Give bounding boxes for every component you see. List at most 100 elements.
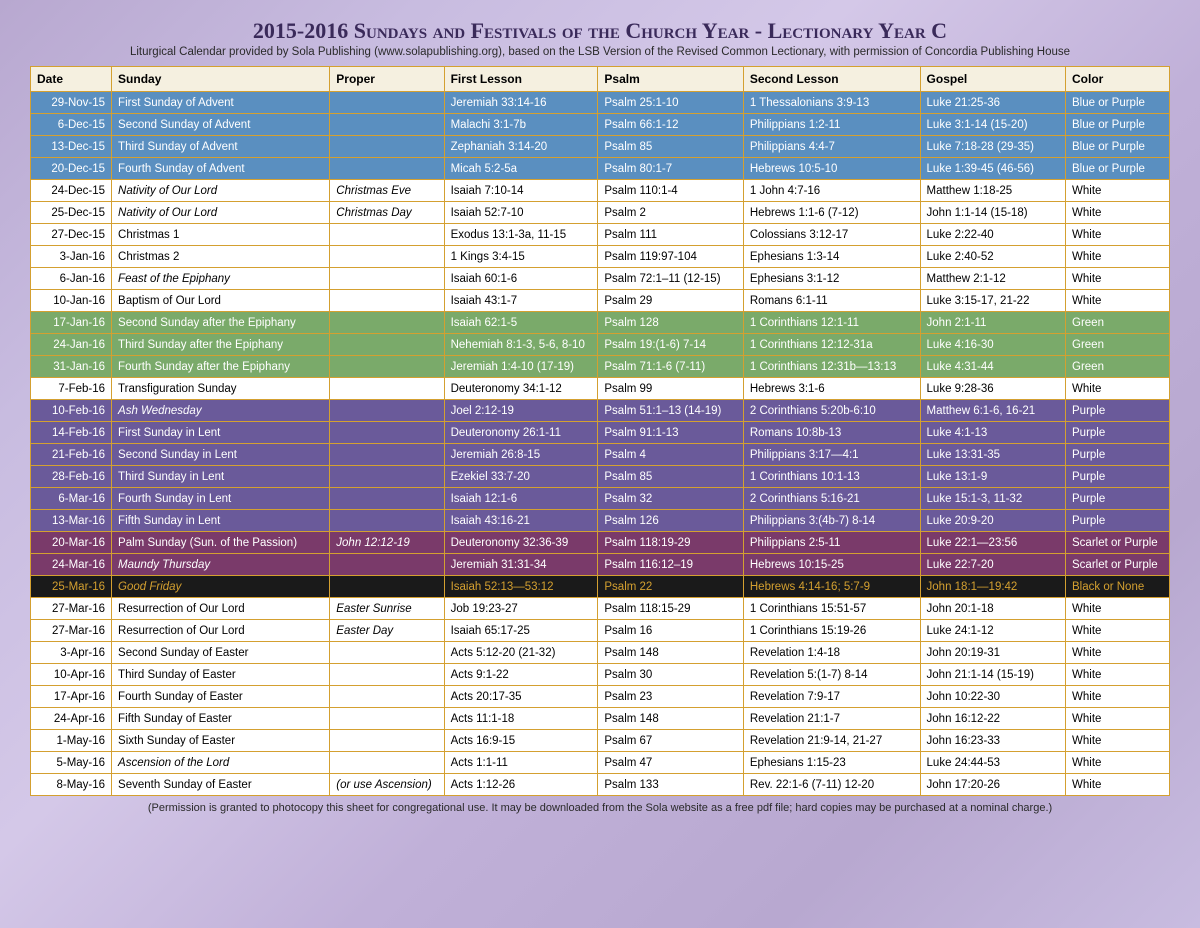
- cell-proper: [330, 466, 444, 488]
- table-row: 17-Jan-16Second Sunday after the Epiphan…: [31, 312, 1170, 334]
- cell-proper: [330, 356, 444, 378]
- cell-proper: John 12:12-19: [330, 532, 444, 554]
- table-row: 7-Feb-16Transfiguration SundayDeuteronom…: [31, 378, 1170, 400]
- cell-date: 24-Apr-16: [31, 708, 112, 730]
- cell-psalm: Psalm 148: [598, 708, 743, 730]
- cell-psalm: Psalm 110:1-4: [598, 180, 743, 202]
- cell-gospel: John 20:19-31: [920, 642, 1065, 664]
- cell-date: 5-May-16: [31, 752, 112, 774]
- cell-color: Green: [1066, 356, 1170, 378]
- cell-second-lesson: Hebrews 4:14-16; 5:7-9: [743, 576, 920, 598]
- cell-second-lesson: Hebrews 10:15-25: [743, 554, 920, 576]
- page-title: 2015-2016 Sundays and Festivals of the C…: [30, 18, 1170, 44]
- cell-gospel: Luke 3:15-17, 21-22: [920, 290, 1065, 312]
- cell-color: Green: [1066, 312, 1170, 334]
- table-row: 24-Dec-15Nativity of Our LordChristmas E…: [31, 180, 1170, 202]
- cell-psalm: Psalm 99: [598, 378, 743, 400]
- cell-date: 13-Mar-16: [31, 510, 112, 532]
- cell-color: Black or None: [1066, 576, 1170, 598]
- cell-proper: [330, 686, 444, 708]
- cell-proper: Easter Sunrise: [330, 598, 444, 620]
- cell-first-lesson: Isaiah 12:1-6: [444, 488, 598, 510]
- cell-second-lesson: Colossians 3:12-17: [743, 224, 920, 246]
- cell-sunday: Ash Wednesday: [112, 400, 330, 422]
- cell-psalm: Psalm 19:(1-6) 7-14: [598, 334, 743, 356]
- cell-proper: Christmas Day: [330, 202, 444, 224]
- cell-date: 27-Mar-16: [31, 598, 112, 620]
- cell-sunday: Ascension of the Lord: [112, 752, 330, 774]
- table-row: 20-Mar-16Palm Sunday (Sun. of the Passio…: [31, 532, 1170, 554]
- cell-date: 24-Dec-15: [31, 180, 112, 202]
- cell-date: 29-Nov-15: [31, 92, 112, 114]
- table-row: 25-Dec-15Nativity of Our LordChristmas D…: [31, 202, 1170, 224]
- cell-date: 20-Mar-16: [31, 532, 112, 554]
- cell-color: Blue or Purple: [1066, 114, 1170, 136]
- cell-first-lesson: Malachi 3:1-7b: [444, 114, 598, 136]
- cell-color: White: [1066, 268, 1170, 290]
- cell-proper: [330, 136, 444, 158]
- cell-gospel: John 2:1-11: [920, 312, 1065, 334]
- cell-proper: [330, 378, 444, 400]
- cell-second-lesson: Rev. 22:1-6 (7-11) 12-20: [743, 774, 920, 796]
- table-row: 24-Jan-16Third Sunday after the Epiphany…: [31, 334, 1170, 356]
- cell-color: Scarlet or Purple: [1066, 554, 1170, 576]
- cell-first-lesson: Acts 16:9-15: [444, 730, 598, 752]
- cell-color: White: [1066, 620, 1170, 642]
- cell-psalm: Psalm 30: [598, 664, 743, 686]
- table-row: 6-Dec-15Second Sunday of AdventMalachi 3…: [31, 114, 1170, 136]
- cell-proper: [330, 268, 444, 290]
- footer-note: (Permission is granted to photocopy this…: [30, 802, 1170, 814]
- cell-date: 21-Feb-16: [31, 444, 112, 466]
- table-row: 8-May-16Seventh Sunday of Easter(or use …: [31, 774, 1170, 796]
- cell-gospel: Luke 9:28-36: [920, 378, 1065, 400]
- cell-proper: [330, 334, 444, 356]
- cell-second-lesson: Revelation 21:1-7: [743, 708, 920, 730]
- cell-first-lesson: Acts 1:1-11: [444, 752, 598, 774]
- cell-proper: [330, 554, 444, 576]
- cell-psalm: Psalm 128: [598, 312, 743, 334]
- cell-gospel: John 21:1-14 (15-19): [920, 664, 1065, 686]
- cell-sunday: Transfiguration Sunday: [112, 378, 330, 400]
- cell-color: Purple: [1066, 510, 1170, 532]
- cell-sunday: First Sunday in Lent: [112, 422, 330, 444]
- cell-gospel: Luke 3:1-14 (15-20): [920, 114, 1065, 136]
- cell-proper: [330, 224, 444, 246]
- cell-color: White: [1066, 774, 1170, 796]
- cell-second-lesson: 1 Corinthians 12:12-31a: [743, 334, 920, 356]
- cell-second-lesson: Hebrews 10:5-10: [743, 158, 920, 180]
- cell-sunday: Third Sunday after the Epiphany: [112, 334, 330, 356]
- cell-psalm: Psalm 23: [598, 686, 743, 708]
- cell-gospel: Luke 2:22-40: [920, 224, 1065, 246]
- cell-first-lesson: Job 19:23-27: [444, 598, 598, 620]
- table-row: 28-Feb-16Third Sunday in LentEzekiel 33:…: [31, 466, 1170, 488]
- cell-first-lesson: Jeremiah 26:8-15: [444, 444, 598, 466]
- page-subtitle: Liturgical Calendar provided by Sola Pub…: [30, 46, 1170, 58]
- table-row: 10-Apr-16Third Sunday of EasterActs 9:1-…: [31, 664, 1170, 686]
- cell-first-lesson: Isaiah 43:1-7: [444, 290, 598, 312]
- cell-sunday: Good Friday: [112, 576, 330, 598]
- cell-psalm: Psalm 16: [598, 620, 743, 642]
- cell-proper: [330, 246, 444, 268]
- cell-second-lesson: 1 Corinthians 10:1-13: [743, 466, 920, 488]
- table-row: 21-Feb-16Second Sunday in LentJeremiah 2…: [31, 444, 1170, 466]
- cell-psalm: Psalm 66:1-12: [598, 114, 743, 136]
- cell-gospel: Luke 13:31-35: [920, 444, 1065, 466]
- table-row: 13-Dec-15Third Sunday of AdventZephaniah…: [31, 136, 1170, 158]
- cell-gospel: Luke 24:1-12: [920, 620, 1065, 642]
- cell-color: Blue or Purple: [1066, 92, 1170, 114]
- cell-date: 6-Jan-16: [31, 268, 112, 290]
- cell-first-lesson: Isaiah 52:13—53:12: [444, 576, 598, 598]
- table-row: 10-Feb-16Ash WednesdayJoel 2:12-19Psalm …: [31, 400, 1170, 422]
- cell-first-lesson: Deuteronomy 26:1-11: [444, 422, 598, 444]
- cell-first-lesson: Acts 1:12-26: [444, 774, 598, 796]
- lectionary-table: Date Sunday Proper First Lesson Psalm Se…: [30, 66, 1170, 796]
- table-row: 20-Dec-15Fourth Sunday of AdventMicah 5:…: [31, 158, 1170, 180]
- cell-first-lesson: Ezekiel 33:7-20: [444, 466, 598, 488]
- cell-gospel: John 16:12-22: [920, 708, 1065, 730]
- cell-second-lesson: Revelation 21:9-14, 21-27: [743, 730, 920, 752]
- table-row: 24-Apr-16Fifth Sunday of EasterActs 11:1…: [31, 708, 1170, 730]
- cell-color: White: [1066, 598, 1170, 620]
- cell-gospel: Matthew 1:18-25: [920, 180, 1065, 202]
- cell-first-lesson: Acts 20:17-35: [444, 686, 598, 708]
- cell-sunday: Third Sunday in Lent: [112, 466, 330, 488]
